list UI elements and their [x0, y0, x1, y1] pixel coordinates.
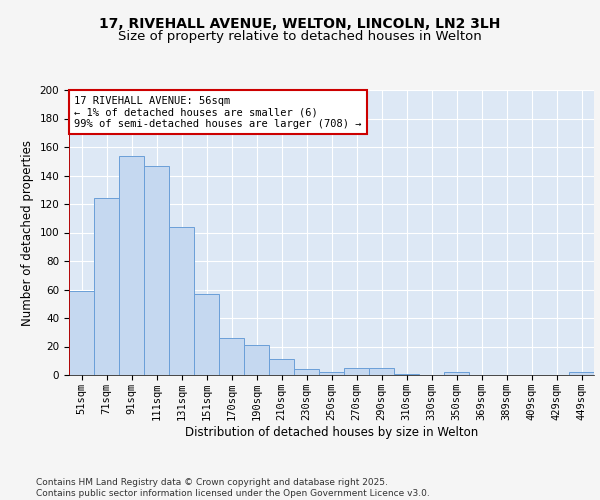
- Bar: [119, 156, 144, 375]
- Text: Size of property relative to detached houses in Welton: Size of property relative to detached ho…: [118, 30, 482, 43]
- Bar: [194, 294, 219, 375]
- Text: Contains HM Land Registry data © Crown copyright and database right 2025.
Contai: Contains HM Land Registry data © Crown c…: [36, 478, 430, 498]
- Bar: [269, 360, 294, 375]
- Bar: [319, 372, 344, 375]
- Bar: [444, 372, 469, 375]
- Bar: [244, 345, 269, 375]
- Bar: [344, 368, 369, 375]
- Bar: [144, 166, 169, 375]
- Bar: [69, 291, 94, 375]
- X-axis label: Distribution of detached houses by size in Welton: Distribution of detached houses by size …: [185, 426, 478, 438]
- Bar: [169, 227, 194, 375]
- Bar: [219, 338, 244, 375]
- Y-axis label: Number of detached properties: Number of detached properties: [21, 140, 34, 326]
- Bar: [294, 370, 319, 375]
- Bar: [394, 374, 419, 375]
- Bar: [94, 198, 119, 375]
- Bar: [369, 368, 394, 375]
- Text: 17, RIVEHALL AVENUE, WELTON, LINCOLN, LN2 3LH: 17, RIVEHALL AVENUE, WELTON, LINCOLN, LN…: [100, 18, 500, 32]
- Bar: [569, 372, 594, 375]
- Text: 17 RIVEHALL AVENUE: 56sqm
← 1% of detached houses are smaller (6)
99% of semi-de: 17 RIVEHALL AVENUE: 56sqm ← 1% of detach…: [74, 96, 362, 129]
